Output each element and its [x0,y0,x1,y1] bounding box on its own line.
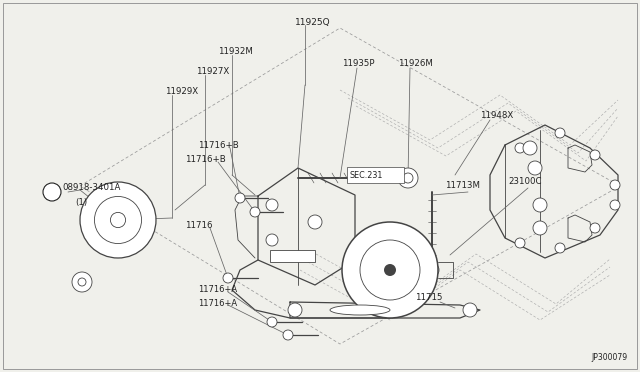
Circle shape [528,161,542,175]
Text: 11716: 11716 [185,221,212,230]
Circle shape [342,222,438,318]
Circle shape [250,207,260,217]
Circle shape [610,180,620,190]
Circle shape [72,272,92,292]
Circle shape [283,330,293,340]
Text: 11713M: 11713M [445,180,480,189]
Text: 11929X: 11929X [165,87,198,96]
Text: 11716+A: 11716+A [198,298,237,308]
Bar [270,250,315,262]
Text: 11716+B: 11716+B [198,141,239,150]
Ellipse shape [330,305,390,315]
Circle shape [266,199,278,211]
Circle shape [235,193,245,203]
Circle shape [463,303,477,317]
Circle shape [360,240,420,300]
Circle shape [555,243,565,253]
Circle shape [425,263,439,277]
Text: 23100C: 23100C [508,177,541,186]
Circle shape [523,141,537,155]
Text: 11716+A: 11716+A [198,285,237,295]
Text: JP300079: JP300079 [592,353,628,362]
Circle shape [515,238,525,248]
Text: 11716+B: 11716+B [185,155,226,164]
Circle shape [384,264,396,276]
Circle shape [533,198,547,212]
Circle shape [515,143,525,153]
Text: SEC.231: SEC.231 [350,170,383,180]
Text: 11927X: 11927X [196,67,229,77]
Circle shape [43,183,61,201]
Text: 11925Q: 11925Q [295,17,331,26]
Circle shape [223,273,233,283]
Circle shape [308,215,322,229]
Text: 11715: 11715 [415,294,442,302]
Circle shape [288,303,302,317]
Circle shape [398,168,418,188]
Circle shape [555,128,565,138]
Circle shape [266,234,278,246]
Circle shape [610,200,620,210]
Circle shape [590,150,600,160]
Text: N: N [50,189,54,195]
Text: 11926M: 11926M [398,58,433,67]
Circle shape [111,212,125,228]
FancyBboxPatch shape [347,167,404,183]
Circle shape [78,278,86,286]
Circle shape [267,317,277,327]
Circle shape [403,173,413,183]
Circle shape [95,196,141,244]
Text: 11948X: 11948X [480,110,513,119]
Circle shape [80,182,156,258]
Text: 11932M: 11932M [218,48,253,57]
Text: 11935P: 11935P [342,58,374,67]
Text: 08918-3401A: 08918-3401A [62,183,120,192]
Circle shape [533,221,547,235]
Circle shape [590,223,600,233]
Text: (1): (1) [75,198,87,206]
